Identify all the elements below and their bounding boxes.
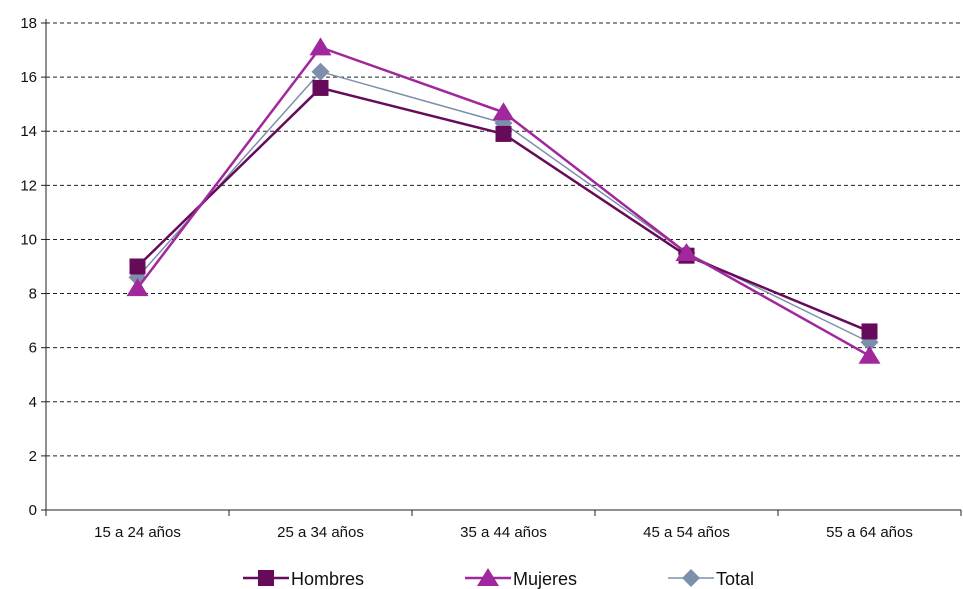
legend-marker-square-icon <box>258 570 274 586</box>
legend-item-total: Total <box>668 569 754 589</box>
legend-marker-diamond-icon <box>682 569 700 587</box>
legend-label: Mujeres <box>513 569 577 589</box>
x-tick-label: 15 a 24 años <box>94 524 181 541</box>
x-tick-label: 45 a 54 años <box>643 524 730 541</box>
legend-item-hombres: Hombres <box>243 569 364 589</box>
x-tick-label: 35 a 44 años <box>460 524 547 541</box>
y-axis: 0 2 4 6 8 10 12 14 16 18 <box>20 15 47 519</box>
data-point-hombres <box>129 258 146 275</box>
y-tick-label: 12 <box>20 177 37 194</box>
gridlines <box>46 22 961 457</box>
x-tick-label: 55 a 64 años <box>826 524 913 541</box>
y-tick-label: 8 <box>29 286 37 303</box>
data-point-mujeres <box>858 345 881 364</box>
data-point-total <box>311 62 330 81</box>
legend-label: Hombres <box>291 569 364 589</box>
legend-label: Total <box>716 569 754 589</box>
y-tick-label: 18 <box>20 15 37 32</box>
x-axis: 15 a 24 años 25 a 34 años 35 a 44 años 45 a… <box>45 509 962 541</box>
y-tick-label: 16 <box>20 69 37 86</box>
legend: Hombres Mujeres Total <box>243 568 754 589</box>
y-tick-label: 0 <box>29 502 37 519</box>
data-point-mujeres <box>126 278 149 297</box>
data-point-hombres <box>495 125 512 142</box>
y-tick-label: 4 <box>29 394 37 411</box>
series-group <box>126 37 881 364</box>
data-point-mujeres <box>492 102 515 121</box>
y-tick-label: 14 <box>20 123 37 140</box>
data-point-hombres <box>312 79 329 96</box>
legend-marker-triangle-icon <box>477 568 499 586</box>
y-tick-label: 2 <box>29 448 37 465</box>
data-point-mujeres <box>309 37 332 56</box>
legend-item-mujeres: Mujeres <box>465 568 577 589</box>
y-tick-label: 6 <box>29 340 37 357</box>
series-line-mujeres <box>136 45 871 357</box>
y-tick-label: 10 <box>20 231 37 248</box>
data-point-hombres <box>861 323 878 340</box>
data-point-mujeres <box>675 242 698 261</box>
x-tick-label: 25 a 34 años <box>277 524 364 541</box>
